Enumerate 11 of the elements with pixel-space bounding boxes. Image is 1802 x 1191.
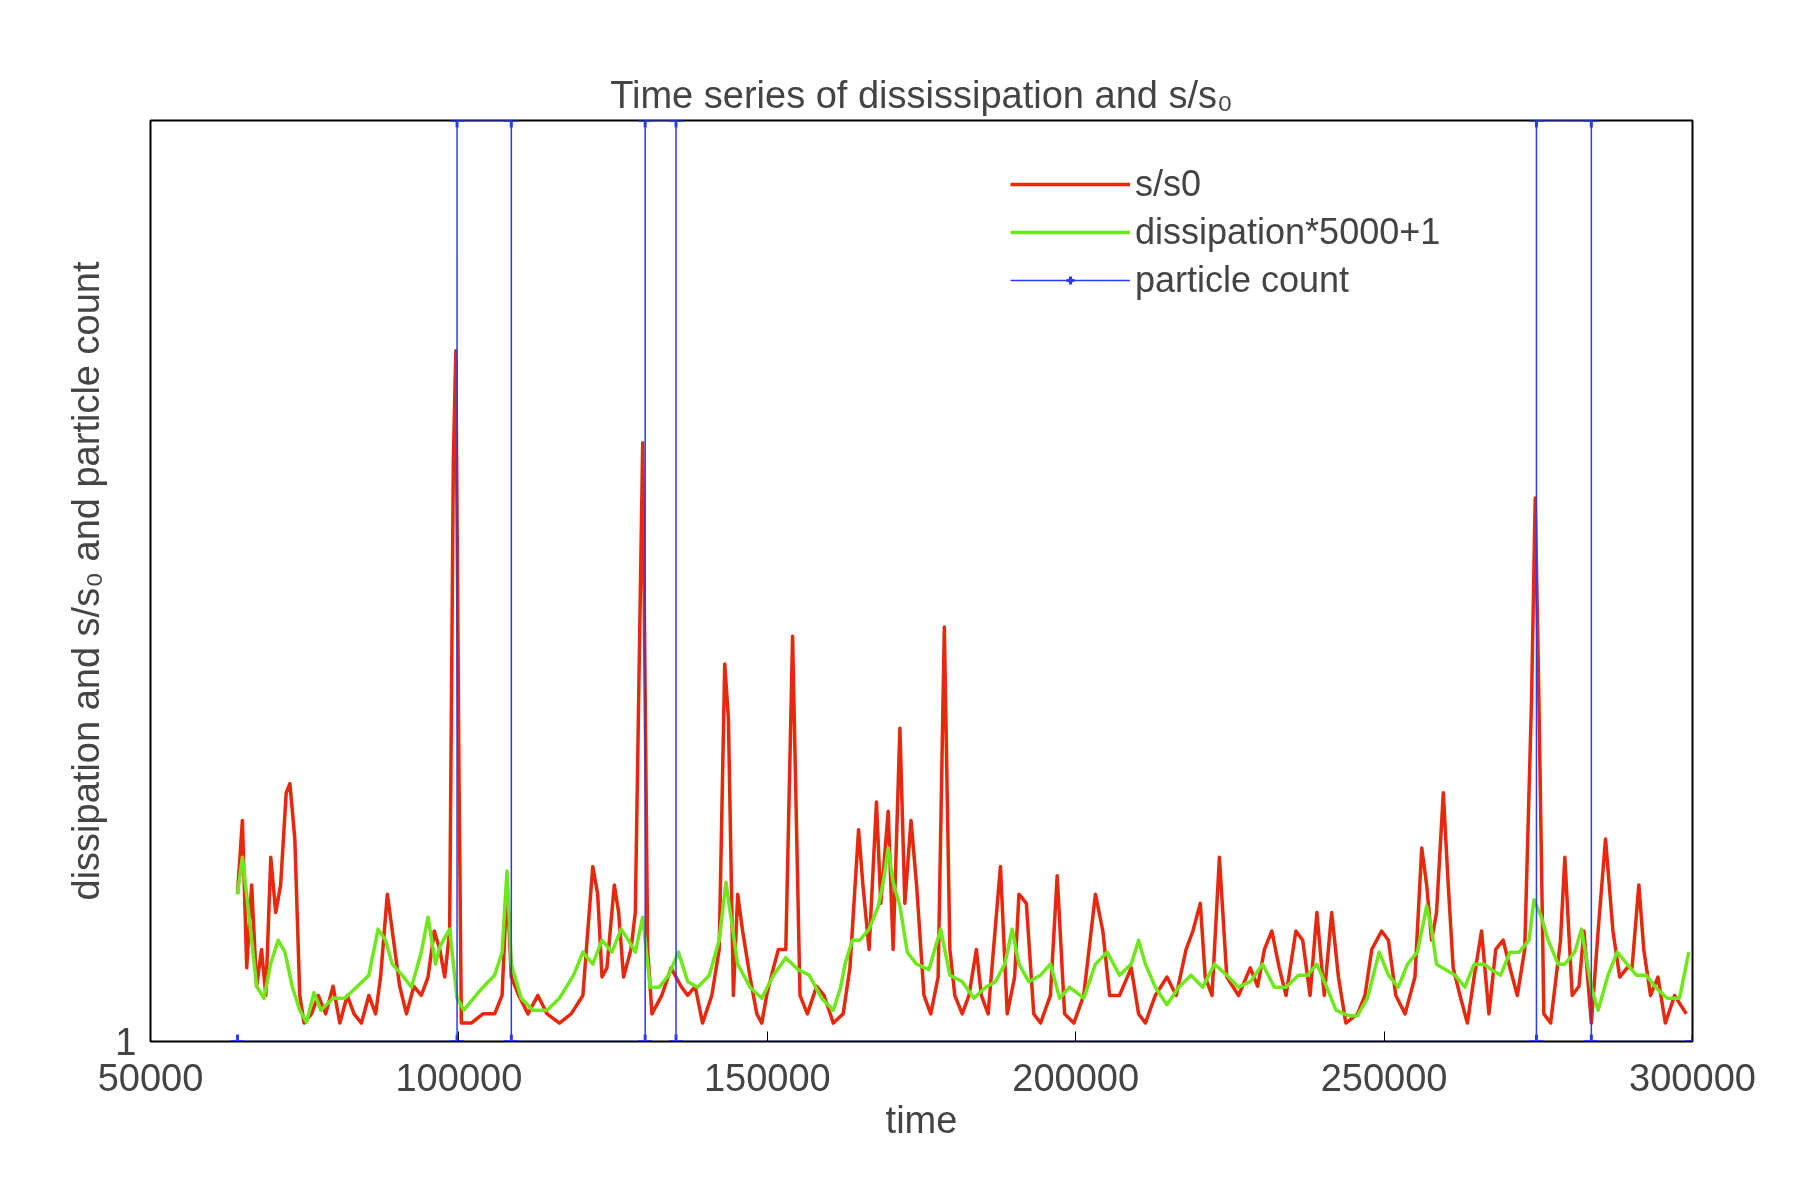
x-tick-label: 300000 (1629, 1056, 1756, 1099)
legend-label: dissipation*5000+1 (1135, 211, 1441, 253)
legend-label: s/s0 (1135, 163, 1202, 205)
x-tick-label: 250000 (1320, 1056, 1448, 1099)
legend-label: particle count (1135, 259, 1350, 301)
x-axis-title: time (885, 1098, 958, 1141)
x-tick-label: 100000 (395, 1056, 523, 1099)
y-axis-title: dissipation and s/s₀ and particle count (65, 261, 108, 901)
x-tick-label: 150000 (703, 1056, 831, 1099)
x-tick-label: 200000 (1012, 1056, 1140, 1099)
chart-title: Time series of dississipation and s/s₀ (610, 73, 1233, 116)
